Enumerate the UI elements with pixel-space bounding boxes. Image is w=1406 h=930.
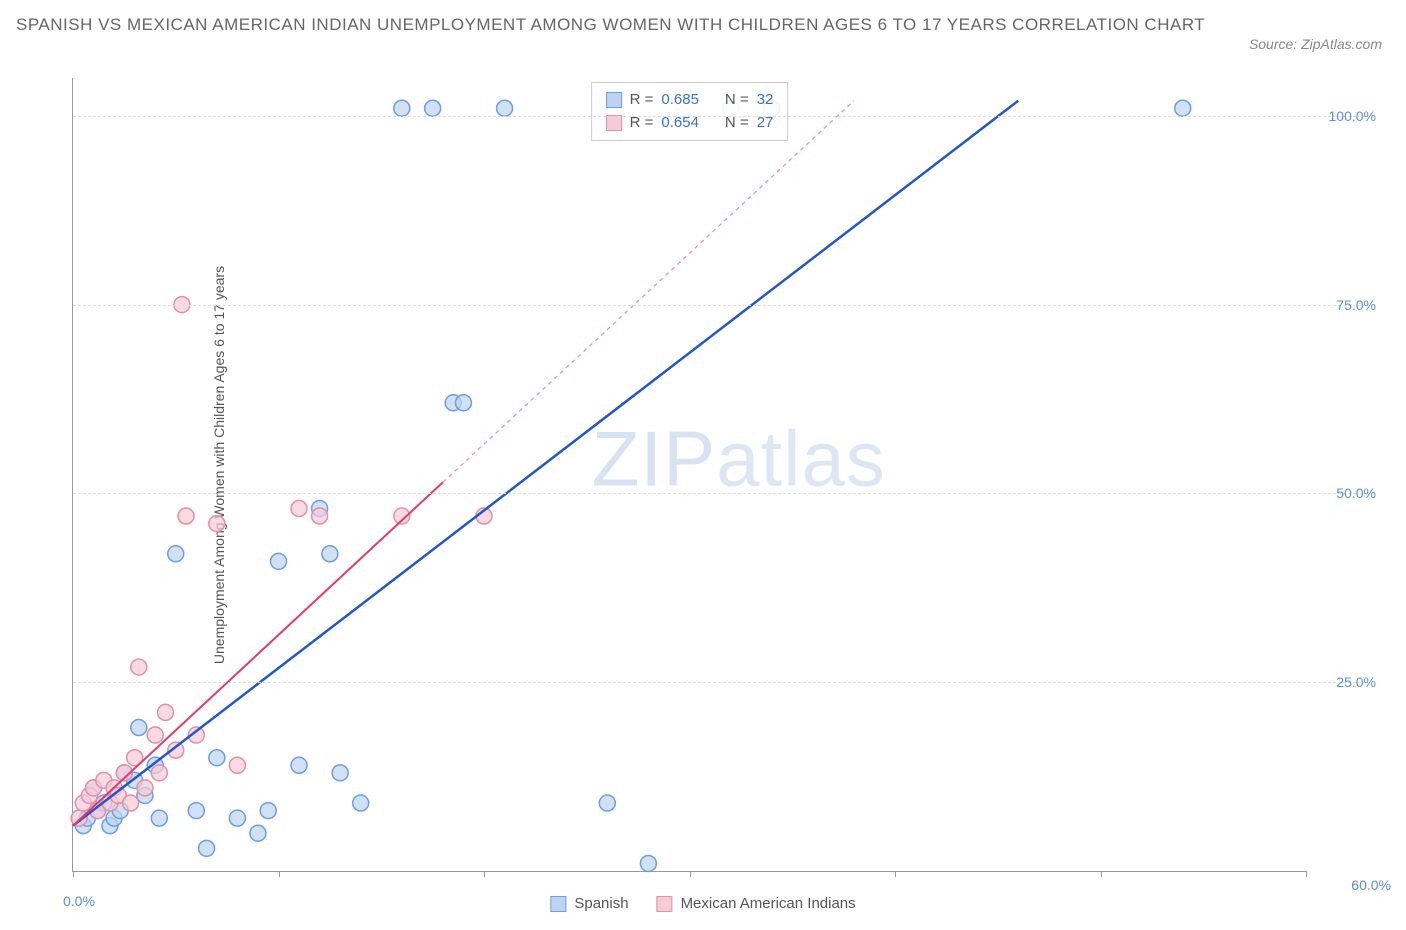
- data-point: [151, 810, 167, 826]
- data-point: [425, 100, 441, 116]
- legend-swatch: [606, 92, 622, 108]
- data-point: [168, 546, 184, 562]
- gridline: [73, 305, 1366, 306]
- data-point: [353, 795, 369, 811]
- data-point: [455, 395, 471, 411]
- x-tick: [895, 871, 896, 877]
- r-value: 0.685: [661, 89, 699, 112]
- y-tick-label: 50.0%: [1336, 485, 1376, 501]
- legend-swatch: [657, 896, 673, 912]
- gridline: [73, 682, 1366, 683]
- data-point: [209, 516, 225, 532]
- n-label: N =: [725, 89, 749, 112]
- trend-line: [73, 101, 1018, 826]
- bottom-legend: Spanish Mexican American Indians: [550, 895, 855, 912]
- legend-label: Mexican American Indians: [681, 895, 856, 912]
- y-tick-label: 100.0%: [1329, 108, 1376, 124]
- x-tick-label: 60.0%: [1351, 877, 1391, 893]
- legend-label: Spanish: [574, 895, 628, 912]
- trend-line-dashed: [443, 101, 854, 483]
- data-point: [188, 803, 204, 819]
- data-point: [250, 825, 266, 841]
- data-point: [1175, 100, 1191, 116]
- data-point: [131, 659, 147, 675]
- data-point: [131, 720, 147, 736]
- data-point: [497, 100, 513, 116]
- gridline: [73, 116, 1366, 117]
- legend-swatch: [606, 115, 622, 131]
- data-point: [178, 508, 194, 524]
- x-tick: [1306, 871, 1307, 877]
- data-point: [332, 765, 348, 781]
- data-point: [271, 553, 287, 569]
- data-point: [291, 757, 307, 773]
- data-point: [151, 765, 167, 781]
- legend-item: Mexican American Indians: [657, 895, 856, 912]
- scatter-plot-svg: [73, 78, 1306, 871]
- data-point: [312, 508, 328, 524]
- x-tick: [484, 871, 485, 877]
- n-value: 32: [757, 89, 774, 112]
- r-label: R =: [630, 89, 654, 112]
- data-point: [209, 750, 225, 766]
- data-point: [322, 546, 338, 562]
- chart-plot-area: ZIPatlas R =0.685N =32R =0.654N =27 25.0…: [72, 78, 1306, 872]
- data-point: [640, 855, 656, 871]
- data-point: [599, 795, 615, 811]
- x-tick: [73, 871, 74, 877]
- data-point: [394, 100, 410, 116]
- data-point: [229, 757, 245, 773]
- legend-stats-box: R =0.685N =32R =0.654N =27: [591, 82, 789, 141]
- data-point: [147, 727, 163, 743]
- x-tick: [279, 871, 280, 877]
- legend-item: Spanish: [550, 895, 628, 912]
- legend-stat-row: R = 0.685 N = 32: [606, 89, 774, 112]
- trend-line: [73, 482, 443, 825]
- x-tick: [1101, 871, 1102, 877]
- gridline: [73, 493, 1366, 494]
- data-point: [157, 704, 173, 720]
- data-point: [137, 780, 153, 796]
- legend-swatch: [550, 896, 566, 912]
- source-attribution: Source: ZipAtlas.com: [1249, 36, 1382, 52]
- data-point: [291, 500, 307, 516]
- x-tick: [690, 871, 691, 877]
- x-tick-label: 0.0%: [63, 893, 95, 909]
- chart-title: SPANISH VS MEXICAN AMERICAN INDIAN UNEMP…: [16, 12, 1206, 38]
- data-point: [199, 840, 215, 856]
- data-point: [229, 810, 245, 826]
- data-point: [260, 803, 276, 819]
- y-tick-label: 25.0%: [1336, 674, 1376, 690]
- y-tick-label: 75.0%: [1336, 297, 1376, 313]
- data-point: [123, 795, 139, 811]
